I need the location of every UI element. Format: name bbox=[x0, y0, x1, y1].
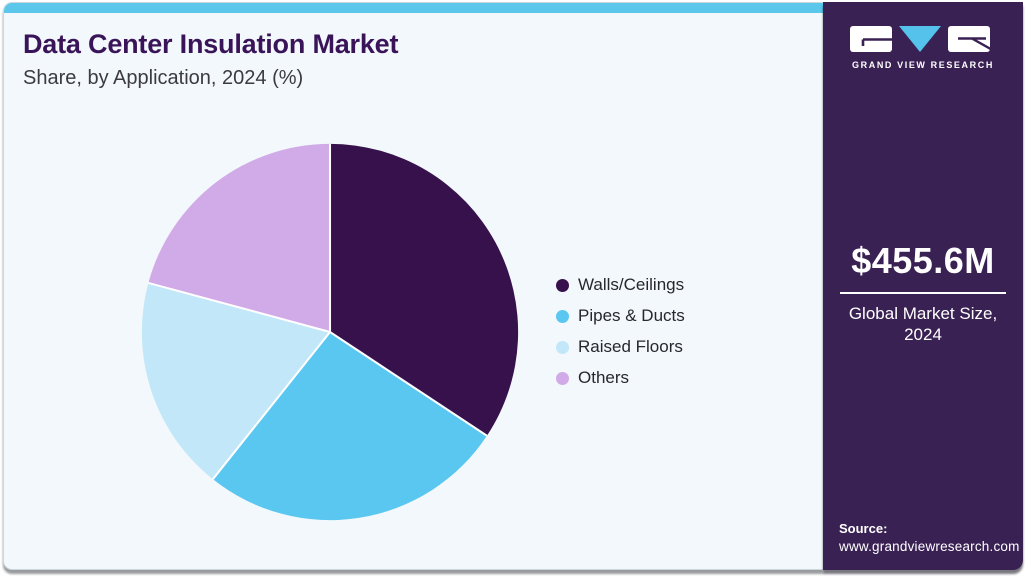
legend-label: Pipes & Ducts bbox=[578, 306, 685, 325]
source-url: www.grandviewresearch.com bbox=[839, 539, 1020, 554]
source-block: Source: www.grandviewresearch.com bbox=[839, 521, 1020, 554]
accent-bar bbox=[4, 3, 823, 13]
legend-label: Raised Floors bbox=[578, 337, 683, 356]
divider bbox=[840, 292, 1006, 294]
header: Data Center Insulation Market Share, by … bbox=[23, 29, 398, 90]
pie-slice-separator bbox=[329, 331, 488, 437]
legend: Walls/Ceilings Pipes & Ducts Raised Floors… bbox=[556, 275, 685, 387]
legend-label: Others bbox=[578, 368, 630, 387]
pie-slice bbox=[148, 143, 330, 332]
legend-swatch bbox=[556, 278, 569, 292]
pie-slice-separator bbox=[148, 281, 331, 333]
page-subtitle: Share, by Application, 2024 (%) bbox=[23, 67, 304, 89]
legend-label: Walls/Ceilings bbox=[578, 275, 685, 294]
legend-swatch bbox=[556, 371, 569, 385]
brand-name: GRAND VIEW RESEARCH bbox=[852, 60, 994, 70]
pie-slice-separator bbox=[212, 331, 331, 480]
pie-chart bbox=[141, 143, 519, 521]
market-size-value: $455.6M bbox=[851, 240, 995, 281]
legend-item: Raised Floors bbox=[556, 337, 685, 356]
market-size-block: $455.6M Global Market Size, 2024 bbox=[823, 240, 1023, 346]
pie-slice bbox=[212, 332, 487, 521]
gvr-logo-glyphs bbox=[850, 26, 996, 53]
legend-item: Walls/Ceilings bbox=[556, 275, 685, 294]
legend-swatch bbox=[556, 340, 569, 354]
logo-letter-v bbox=[899, 26, 941, 52]
pie-slice bbox=[141, 282, 330, 480]
caption-line-2: 2024 bbox=[904, 325, 942, 345]
logo-letter-g bbox=[850, 26, 892, 52]
legend-swatch bbox=[556, 309, 569, 323]
sidebar: GRAND VIEW RESEARCH $455.6M Global Marke… bbox=[823, 2, 1023, 570]
gvr-logo: GRAND VIEW RESEARCH bbox=[823, 26, 1023, 70]
page-title: Data Center Insulation Market bbox=[23, 29, 399, 59]
legend-item: Pipes & Ducts bbox=[556, 306, 685, 325]
legend-item: Others bbox=[556, 368, 685, 387]
caption-line-1: Global Market Size, bbox=[848, 304, 998, 323]
market-size-caption: Global Market Size, 2024 bbox=[823, 303, 1023, 346]
source-label: Source: bbox=[839, 521, 888, 536]
logo-letter-r bbox=[948, 26, 996, 53]
chart-card: Data Center Insulation Market Share, by … bbox=[3, 2, 823, 570]
